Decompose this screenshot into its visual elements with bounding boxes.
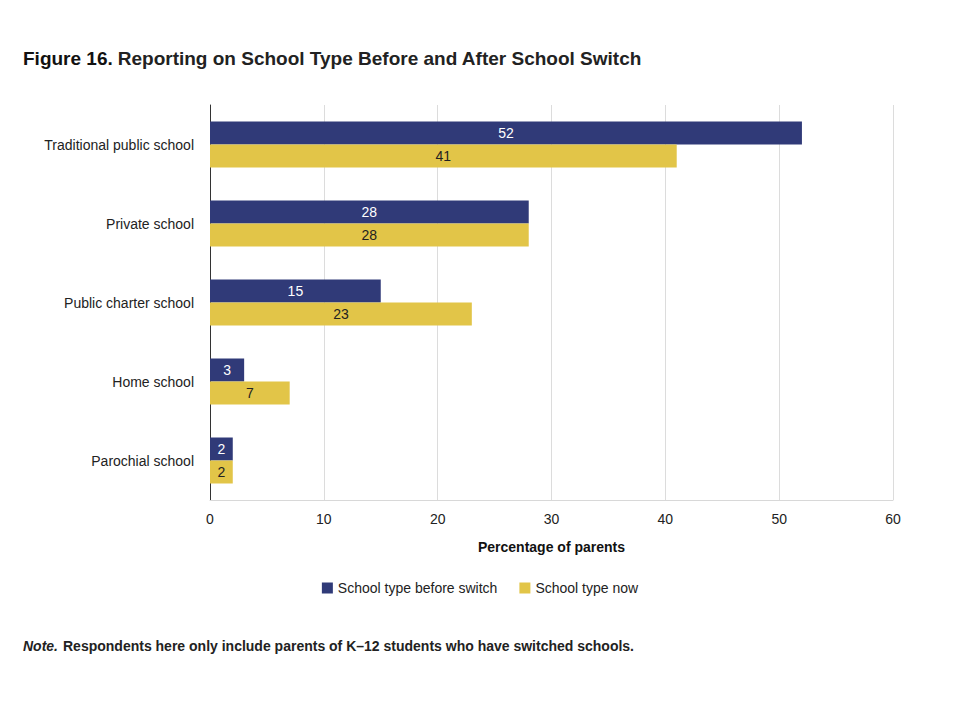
svg-text:52: 52 <box>498 125 514 141</box>
svg-text:0: 0 <box>206 511 214 527</box>
svg-text:30: 30 <box>544 511 560 527</box>
svg-text:2: 2 <box>217 464 225 480</box>
svg-text:28: 28 <box>362 204 378 220</box>
svg-text:Respondents here only include: Respondents here only include parents of… <box>63 638 634 654</box>
svg-text:7: 7 <box>246 385 254 401</box>
svg-text:School type now: School type now <box>535 580 639 596</box>
svg-text:2: 2 <box>217 441 225 457</box>
svg-text:Note.: Note. <box>23 638 58 654</box>
svg-text:Reporting on School Type Befor: Reporting on School Type Before and Afte… <box>118 48 642 69</box>
svg-text:School type before switch: School type before switch <box>338 580 498 596</box>
svg-text:Figure 16.: Figure 16. <box>23 48 113 69</box>
svg-text:Traditional public school: Traditional public school <box>44 137 194 153</box>
svg-text:40: 40 <box>658 511 674 527</box>
svg-text:23: 23 <box>333 306 349 322</box>
svg-text:20: 20 <box>430 511 446 527</box>
svg-text:Percentage of parents: Percentage of parents <box>478 539 625 555</box>
svg-text:Parochial school: Parochial school <box>91 453 194 469</box>
svg-text:28: 28 <box>362 227 378 243</box>
svg-text:Home school: Home school <box>112 374 194 390</box>
svg-text:10: 10 <box>316 511 332 527</box>
svg-text:Public charter school: Public charter school <box>64 295 194 311</box>
svg-text:60: 60 <box>885 511 901 527</box>
svg-text:15: 15 <box>288 283 304 299</box>
svg-text:3: 3 <box>223 362 231 378</box>
svg-text:50: 50 <box>771 511 787 527</box>
svg-text:41: 41 <box>436 148 452 164</box>
svg-text:Private school: Private school <box>106 216 194 232</box>
